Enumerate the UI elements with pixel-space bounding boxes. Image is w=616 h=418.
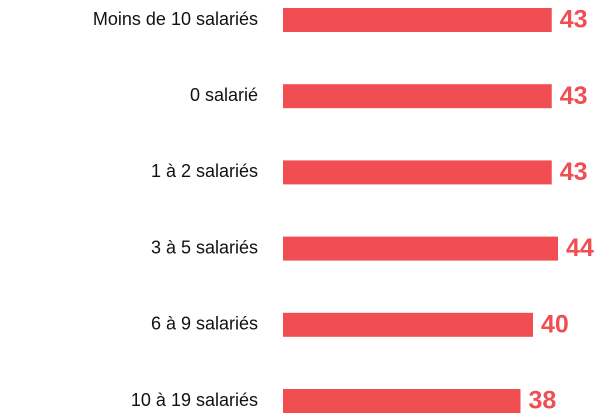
bar [283, 312, 533, 337]
category-label: 6 à 9 salariés [151, 314, 258, 334]
value-label: 43 [560, 158, 588, 186]
bar [283, 236, 558, 261]
value-label: 43 [560, 6, 588, 34]
value-label: 44 [566, 234, 594, 262]
category-label: 3 à 5 salariés [151, 237, 258, 257]
value-label: 38 [529, 387, 557, 415]
category-label: Moins de 10 salariés [93, 9, 258, 29]
bar [283, 8, 552, 32]
value-label: 40 [541, 310, 569, 338]
bar [283, 160, 552, 185]
bar [283, 389, 521, 413]
category-label: 10 à 19 salariés [131, 390, 258, 410]
bar [283, 84, 552, 109]
category-label: 0 salarié [190, 85, 258, 105]
category-label: 1 à 2 salariés [151, 161, 258, 181]
value-label: 43 [560, 82, 588, 110]
